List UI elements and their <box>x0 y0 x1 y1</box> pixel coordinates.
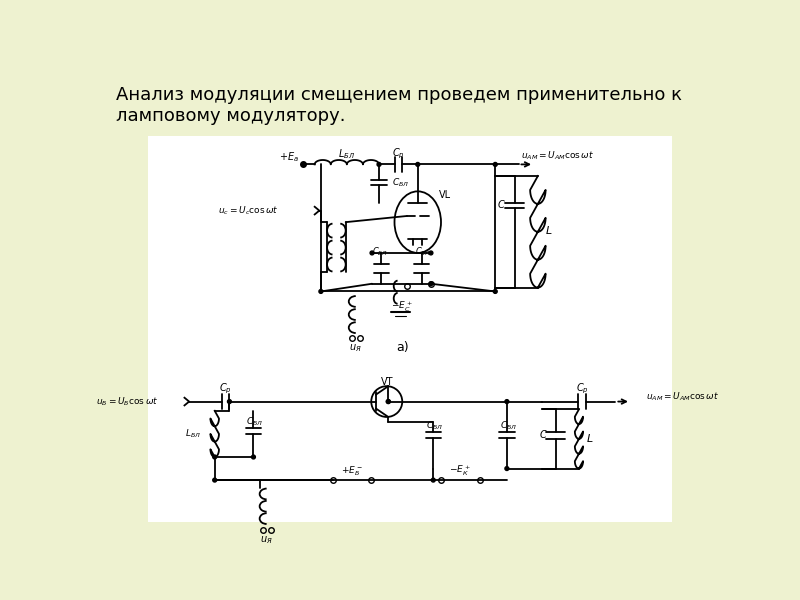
Text: $u_c=U_c\cos\omega t$: $u_c=U_c\cos\omega t$ <box>218 205 278 217</box>
Text: L: L <box>546 226 552 236</box>
Text: C: C <box>498 200 504 210</box>
Circle shape <box>251 455 255 459</box>
FancyBboxPatch shape <box>148 136 672 523</box>
Circle shape <box>429 251 433 255</box>
Text: L: L <box>586 434 593 443</box>
Text: $+ E_Б^-$: $+ E_Б^-$ <box>341 464 362 478</box>
Text: $C_{БЛ}$: $C_{БЛ}$ <box>415 245 431 257</box>
Circle shape <box>227 400 231 403</box>
Circle shape <box>370 251 374 255</box>
Circle shape <box>505 400 509 403</box>
Circle shape <box>494 163 497 166</box>
Text: $C_{БЛ}$: $C_{БЛ}$ <box>372 245 388 257</box>
Circle shape <box>386 400 390 403</box>
Circle shape <box>371 386 402 417</box>
Text: $C_{БЛ}$: $C_{БЛ}$ <box>426 419 443 431</box>
Text: $+E_a$: $+E_a$ <box>279 150 299 164</box>
Circle shape <box>213 478 217 482</box>
Text: $C_{БЛ}$: $C_{БЛ}$ <box>500 419 517 431</box>
Circle shape <box>416 163 420 166</box>
Text: $- E_К^+$: $- E_К^+$ <box>450 464 471 478</box>
Circle shape <box>505 467 509 470</box>
Text: Анализ модуляции смещением проведем применительно к
ламповому модулятору.: Анализ модуляции смещением проведем прим… <box>115 86 682 125</box>
Text: $u_Я$: $u_Я$ <box>260 534 273 546</box>
Circle shape <box>377 163 381 166</box>
Text: $u_{АМ}=U_{АМ}\cos\omega t$: $u_{АМ}=U_{АМ}\cos\omega t$ <box>521 149 594 162</box>
Circle shape <box>386 400 390 403</box>
Text: $u_{АМ}=U_{АМ}\cos\omega t$: $u_{АМ}=U_{АМ}\cos\omega t$ <box>646 391 720 403</box>
Text: $u_Я$: $u_Я$ <box>350 342 362 353</box>
Text: $C_{БЛ}$: $C_{БЛ}$ <box>246 415 264 428</box>
Text: $L_{БЛ}$: $L_{БЛ}$ <box>338 148 355 162</box>
Text: $C_{БЛ}$: $C_{БЛ}$ <box>392 176 410 189</box>
Circle shape <box>431 478 435 482</box>
Text: $C_p$: $C_p$ <box>576 382 589 397</box>
Circle shape <box>494 290 497 293</box>
Circle shape <box>429 282 433 286</box>
Text: $-E_C^+$: $-E_C^+$ <box>391 300 413 314</box>
Text: VL: VL <box>439 190 451 200</box>
Text: а): а) <box>396 341 409 354</box>
Circle shape <box>213 455 217 459</box>
Circle shape <box>319 290 323 293</box>
Text: C: C <box>540 430 546 440</box>
Text: $u_Б=U_Б\cos\omega t$: $u_Б=U_Б\cos\omega t$ <box>96 395 158 408</box>
Text: $C_p$: $C_p$ <box>219 382 232 397</box>
Text: $C_p$: $C_p$ <box>392 146 405 161</box>
Text: VT: VT <box>381 377 393 388</box>
Text: $L_{БЛ}$: $L_{БЛ}$ <box>185 428 201 440</box>
Ellipse shape <box>394 191 441 253</box>
